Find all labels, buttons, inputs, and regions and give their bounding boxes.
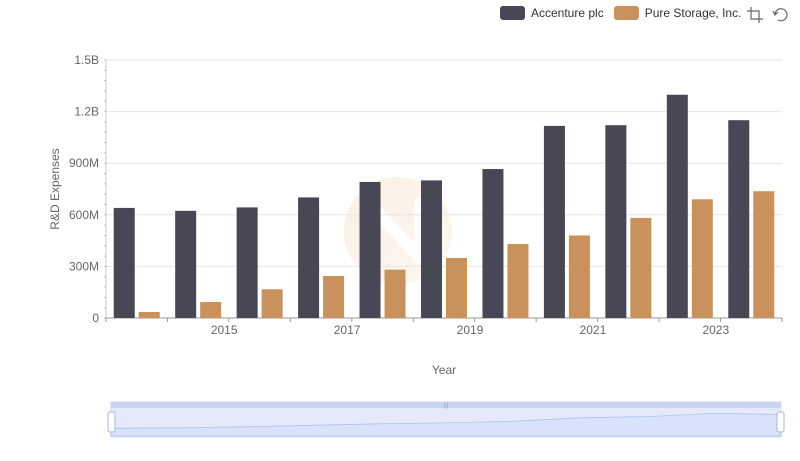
legend-item-pure-storage[interactable]: Pure Storage, Inc. <box>613 6 742 20</box>
bar-pure-storage-2023[interactable] <box>691 199 713 318</box>
x-tick-label: 2019 <box>457 323 484 337</box>
bar-pure-storage-2015[interactable] <box>200 302 222 318</box>
slider-drag-handle[interactable]: ||| <box>444 403 449 409</box>
bar-pure-storage-2014[interactable] <box>138 311 160 318</box>
bar-accenture-2022[interactable] <box>605 125 627 318</box>
y-tick-label: 600M <box>69 208 99 222</box>
toolbox <box>746 6 790 24</box>
legend-item-accenture[interactable]: Accenture plc <box>500 6 604 20</box>
x-tick-label: 2021 <box>580 323 607 337</box>
bar-accenture-2016[interactable] <box>236 207 258 318</box>
slider-preview-area <box>110 412 782 437</box>
bar-pure-storage-2021[interactable] <box>568 235 590 318</box>
bar-accenture-2018[interactable] <box>359 181 381 318</box>
data-zoom-slider[interactable]: ||| <box>107 401 785 438</box>
legend-swatch-pure-storage <box>613 6 639 20</box>
legend-label-pure-storage: Pure Storage, Inc. <box>644 6 742 20</box>
bar-pure-storage-2019[interactable] <box>446 257 467 318</box>
bar-accenture-2020[interactable] <box>482 169 504 318</box>
bar-accenture-2021[interactable] <box>543 125 565 318</box>
legend-swatch-accenture <box>500 6 525 20</box>
y-tick-label: 1.5B <box>74 53 99 67</box>
bar-pure-storage-2020[interactable] <box>507 244 529 318</box>
bar-pure-storage-2024[interactable] <box>753 191 775 318</box>
slider-top-bar[interactable] <box>111 402 781 408</box>
y-tick-label: 300M <box>69 259 99 273</box>
bar-accenture-2019[interactable] <box>421 180 442 318</box>
y-axis-title: R&D Expenses <box>48 148 62 229</box>
bar-pure-storage-2018[interactable] <box>384 269 406 318</box>
slider-selection[interactable] <box>111 408 781 437</box>
y-tick-label: 1.2B <box>74 105 99 119</box>
bar-accenture-2023[interactable] <box>666 94 688 318</box>
restore-icon[interactable] <box>772 6 790 24</box>
legend-label-accenture: Accenture plc <box>531 6 604 20</box>
bar-pure-storage-2016[interactable] <box>261 289 283 318</box>
x-tick-label: 2015 <box>211 323 238 337</box>
legend: Accenture plc Pure Storage, Inc. <box>500 4 741 22</box>
bar-pure-storage-2022[interactable] <box>630 217 652 318</box>
x-tick-label: 2023 <box>702 323 729 337</box>
y-tick-label: 900M <box>69 156 99 170</box>
x-axis: 2015 2017 2019 2021 2023 <box>105 317 783 337</box>
bar-accenture-2014[interactable] <box>113 207 135 318</box>
bar-accenture-2024[interactable] <box>728 120 750 318</box>
x-axis-title: Year <box>432 363 456 377</box>
y-axis: 0 300M 600M 900M 1.2B 1.5B <box>69 53 107 325</box>
bar-pure-storage-2017[interactable] <box>323 276 345 318</box>
bar-accenture-2015[interactable] <box>175 210 197 318</box>
x-tick-label: 2017 <box>334 323 361 337</box>
slider-right-handle[interactable] <box>776 411 785 433</box>
bars <box>113 94 775 318</box>
slider-left-handle[interactable] <box>107 411 116 433</box>
zoom-icon[interactable] <box>746 6 764 24</box>
y-tick-label: 0 <box>92 311 99 325</box>
bar-accenture-2017[interactable] <box>298 197 320 318</box>
